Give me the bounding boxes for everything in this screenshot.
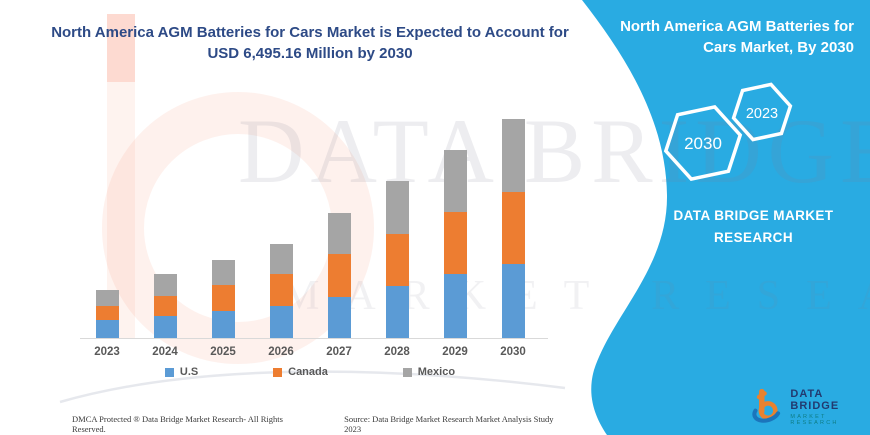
bar-segment-us-2024 xyxy=(153,316,177,338)
bar-segment-us-2027 xyxy=(327,297,351,338)
x-axis-line xyxy=(80,338,548,339)
bar-segment-mexico-2024 xyxy=(153,273,177,296)
bar-segment-us-2026 xyxy=(269,306,293,338)
legend-label: Canada xyxy=(288,366,328,378)
bar-segment-canada-2023 xyxy=(95,306,119,320)
bar-segment-us-2028 xyxy=(385,286,409,338)
dmca-notice: DMCA Protected ® Data Bridge Market Rese… xyxy=(72,414,283,434)
legend-item-us: U.S xyxy=(164,366,199,378)
bar-segment-mexico-2027 xyxy=(327,213,351,254)
chart-legend: U.S Canada Mexico xyxy=(90,366,530,378)
bar-segment-canada-2025 xyxy=(211,284,235,312)
legend-item-mexico: Mexico xyxy=(402,366,456,378)
legend-swatch xyxy=(164,367,174,377)
bar-segment-canada-2028 xyxy=(385,233,409,287)
x-axis-label-2028: 2028 xyxy=(384,346,410,358)
bar-segment-mexico-2029 xyxy=(443,150,467,213)
bar-segment-us-2030 xyxy=(501,263,525,338)
x-axis-label-2026: 2026 xyxy=(268,346,294,358)
bar-segment-canada-2029 xyxy=(443,212,467,274)
bar-segment-us-2023 xyxy=(95,319,119,338)
x-axis-label-2023: 2023 xyxy=(94,346,120,358)
watermark-line2: MARKET RESEARCH xyxy=(282,273,870,319)
legend-item-canada: Canada xyxy=(273,366,328,378)
legend-swatch xyxy=(273,367,283,377)
x-axis-label-2029: 2029 xyxy=(442,346,468,358)
banner-shape xyxy=(582,0,870,435)
bar-segment-canada-2027 xyxy=(327,253,351,298)
source-note: Source: Data Bridge Market Research Mark… xyxy=(344,414,554,434)
legend-label: U.S xyxy=(179,366,199,378)
page-title-line2: USD 6,495.16 Million by 2030 xyxy=(207,45,413,62)
x-axis-label-2025: 2025 xyxy=(210,346,236,358)
page-title-line1: North America AGM Batteries for Cars Mar… xyxy=(51,24,569,41)
bar-segment-canada-2024 xyxy=(153,295,177,317)
bar-segment-mexico-2028 xyxy=(385,181,409,234)
bar-segment-canada-2030 xyxy=(501,192,525,264)
x-axis-label-2027: 2027 xyxy=(326,346,352,358)
bar-segment-mexico-2030 xyxy=(501,119,525,193)
bar-segment-mexico-2025 xyxy=(211,259,235,285)
page-title: North America AGM Batteries for Cars Mar… xyxy=(40,22,580,64)
legend-swatch xyxy=(402,367,412,377)
bar-segment-mexico-2026 xyxy=(269,243,293,274)
bar-segment-us-2029 xyxy=(443,273,467,338)
bar-segment-mexico-2023 xyxy=(95,289,119,307)
bar-segment-us-2025 xyxy=(211,311,235,338)
x-axis-label-2024: 2024 xyxy=(152,346,178,358)
legend-label: Mexico xyxy=(417,366,456,378)
footer: DMCA Protected ® Data Bridge Market Rese… xyxy=(72,414,572,434)
bar-segment-canada-2026 xyxy=(269,273,293,307)
x-axis-label-2030: 2030 xyxy=(500,346,526,358)
